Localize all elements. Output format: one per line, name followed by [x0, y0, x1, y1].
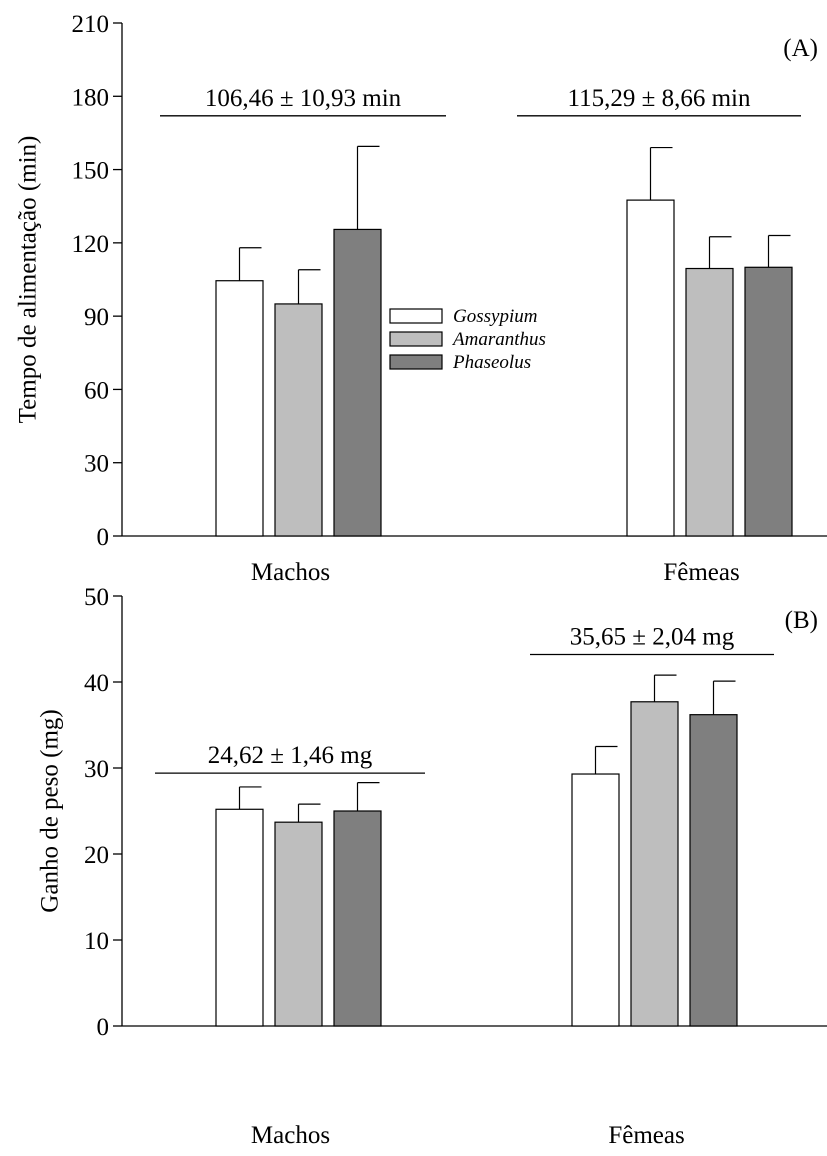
bar-amaranthus	[685, 267, 734, 537]
legend-swatch-gossypium	[389, 308, 443, 324]
bar-phaseolus	[744, 266, 793, 537]
bar-gossypium	[626, 199, 675, 537]
y-tick-label: 0	[97, 1014, 110, 1041]
legend-label: Amaranthus	[451, 329, 546, 350]
y-tick-label: 10	[84, 928, 109, 955]
bar-gossypium	[215, 280, 264, 537]
y-tick-label: 180	[72, 84, 110, 111]
bar-amaranthus	[274, 303, 323, 537]
category-label: Machos	[251, 1122, 330, 1149]
group-annotation: 35,65 ± 2,04 mg	[570, 623, 735, 650]
legend-swatch-phaseolus	[389, 354, 443, 370]
y-tick-label: 120	[72, 231, 110, 258]
category-label: Fêmeas	[663, 559, 739, 586]
bar-phaseolus	[689, 714, 738, 1027]
y-tick-label: 210	[72, 11, 110, 38]
category-label: Fêmeas	[608, 1122, 684, 1149]
y-tick-label: 90	[84, 304, 109, 331]
y-tick-label: 40	[84, 670, 109, 697]
group-annotation: 106,46 ± 10,93 min	[205, 85, 402, 112]
y-tick-label: 30	[84, 756, 109, 783]
y-tick-label: 50	[84, 584, 109, 611]
legend-label: Phaseolus	[452, 352, 531, 373]
y-tick-label: 0	[97, 524, 110, 551]
y-axis-title: Tempo de alimentação (min)	[15, 136, 42, 424]
bar-gossypium	[571, 773, 620, 1027]
category-label: Machos	[251, 559, 330, 586]
bar-amaranthus	[630, 701, 679, 1027]
y-axis-title: Ganho de peso (mg)	[37, 709, 64, 912]
legend-label: Gossypium	[453, 306, 537, 327]
group-annotation: 24,62 ± 1,46 mg	[208, 742, 373, 769]
bar-gossypium	[215, 808, 264, 1027]
y-tick-label: 30	[84, 451, 109, 478]
y-tick-label: 150	[72, 158, 110, 185]
y-tick-label: 20	[84, 842, 109, 869]
bar-phaseolus	[333, 228, 382, 537]
panel-label: (B)	[785, 607, 818, 634]
bar-phaseolus	[333, 810, 382, 1027]
y-tick-label: 60	[84, 377, 109, 404]
bar-amaranthus	[274, 821, 323, 1027]
panel-label: (A)	[783, 35, 818, 62]
legend-swatch-amaranthus	[389, 331, 443, 347]
group-annotation: 115,29 ± 8,66 min	[568, 85, 751, 112]
